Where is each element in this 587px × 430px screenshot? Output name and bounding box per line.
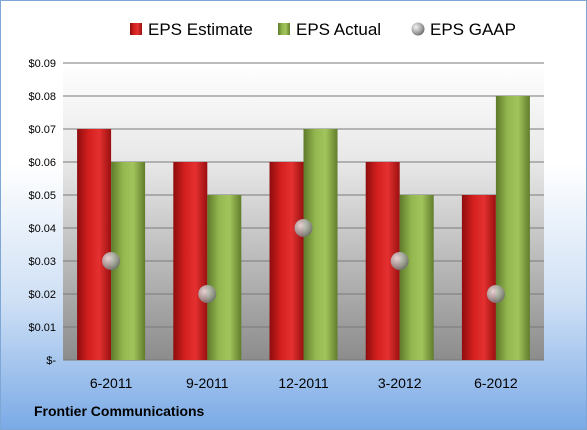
gaap-point (390, 252, 409, 270)
legend-label: EPS GAAP (430, 20, 516, 39)
y-tick-label: $0.02 (28, 289, 56, 301)
gaap-point (486, 285, 505, 303)
gaap-point (294, 219, 313, 237)
estimate-bar (461, 195, 496, 360)
y-axis-ticks: $- $0.01 $0.02 $0.03 $0.04 $0.05 $0.06 $0.07 $0.… (28, 58, 56, 367)
estimate-bar (77, 129, 112, 360)
x-tick-label: 9-2011 (186, 375, 229, 391)
legend-actual-swatch (278, 23, 290, 35)
x-tick-label: 3-2012 (378, 375, 422, 391)
legend-gaap-swatch (411, 22, 425, 36)
x-axis-ticks: 6-2011 9-2011 12-2011 3-2012 6-2012 (90, 375, 518, 391)
y-tick-label: $0.09 (28, 58, 56, 70)
legend-estimate-swatch (130, 23, 142, 35)
estimate-bar (269, 162, 304, 360)
y-tick-label: $0.07 (28, 124, 56, 136)
y-tick-label: $0.01 (28, 322, 56, 334)
y-tick-label: $0.08 (28, 91, 56, 103)
gaap-points (102, 219, 505, 303)
legend: EPS Estimate EPS Actual EPS GAAP (130, 20, 516, 39)
x-tick-label: 12-2011 (278, 375, 329, 391)
company-name: Frontier Communications (34, 403, 205, 419)
legend-label: EPS Estimate (148, 20, 253, 39)
legend-label: EPS Actual (296, 20, 381, 39)
gaap-point (198, 285, 217, 303)
y-tick-label: $0.05 (28, 190, 56, 202)
y-tick-label: $0.06 (28, 157, 56, 169)
y-tick-label: $0.03 (28, 256, 56, 268)
actual-bar (207, 195, 242, 360)
actual-bar (399, 195, 434, 360)
x-tick-label: 6-2012 (474, 375, 518, 391)
y-tick-label: $- (46, 355, 56, 367)
x-tick-label: 6-2011 (90, 375, 133, 391)
actual-bar (495, 96, 530, 360)
estimate-bar (173, 162, 208, 360)
y-tick-label: $0.04 (28, 223, 56, 235)
actual-bar (303, 129, 338, 360)
gaap-point (102, 252, 121, 270)
